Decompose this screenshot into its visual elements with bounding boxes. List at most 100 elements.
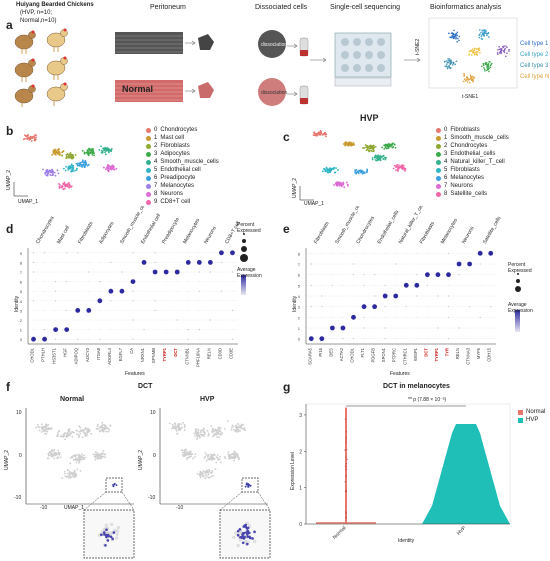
violin-point	[345, 475, 347, 477]
umap-b-point	[104, 168, 107, 171]
feature-point	[80, 430, 83, 433]
feature-point	[64, 438, 67, 441]
feature-point	[206, 469, 208, 472]
dotplot-dot	[219, 250, 224, 256]
dotplot-dot	[477, 250, 483, 256]
dotplot-dot	[427, 253, 428, 254]
tsne-legend-2: Cell type 2	[520, 51, 549, 58]
violin-point	[344, 449, 346, 451]
dotplot-dot	[199, 252, 200, 254]
dotplot-dot	[221, 329, 222, 330]
dotplot-column-label: Chondrocytes	[355, 215, 376, 245]
dotplot-dot	[165, 252, 167, 254]
dotplot-dot	[154, 319, 156, 321]
tsne-point	[463, 78, 466, 81]
tsne-point	[453, 29, 455, 32]
dotplot-dot	[88, 252, 90, 254]
dotplot-dot	[352, 263, 355, 265]
feature-point	[188, 455, 191, 458]
dotplot-gene-label: PDGFB	[371, 348, 376, 363]
zoom-point-high	[246, 542, 249, 546]
feature-point	[56, 435, 58, 438]
dotplot-dot	[121, 338, 123, 340]
dotplot-dot	[416, 338, 418, 339]
legend-b-1: Mast cell	[160, 135, 185, 141]
violin-chart: 0 1 2 3 Normal HVP	[299, 403, 511, 541]
legend-c-1: Smooth_muscle_cells	[450, 135, 509, 141]
tsne-point	[484, 63, 487, 66]
feature-point	[198, 435, 200, 437]
dotplot-dot	[332, 338, 333, 339]
dotplot-gene-label: PTHLH	[41, 348, 46, 362]
umap-c-point	[372, 144, 375, 147]
tsne-point	[472, 79, 474, 82]
dotplot-dot	[44, 281, 45, 282]
tsne-point	[487, 65, 490, 67]
dotplot-normal: Chondrocytes Mast cell Fibroblasts Adipocyt…	[20, 206, 242, 367]
feature-point	[200, 429, 203, 432]
feature-point	[171, 423, 174, 426]
feature-point	[207, 432, 210, 435]
feature-point-high	[249, 484, 252, 487]
dotplot-dot	[130, 279, 136, 284]
feature-point	[83, 454, 85, 457]
dotplot-dot	[143, 329, 145, 331]
dotplot-dot	[416, 327, 418, 329]
violin-point	[345, 489, 347, 491]
umap-b-point	[69, 165, 71, 168]
umap-b-point	[112, 165, 115, 168]
feature-point	[176, 425, 179, 427]
tsne-point	[477, 48, 479, 50]
tsne-point	[474, 53, 476, 56]
zoom-point	[104, 523, 108, 527]
tsne-point	[455, 36, 457, 39]
dotplot-dot	[143, 271, 145, 273]
feat-left-xtick-1: -10	[40, 505, 48, 511]
violin-point	[344, 490, 347, 493]
dotplot-dot	[361, 304, 367, 310]
dotplot-e-legend	[515, 273, 521, 332]
feature-point	[213, 454, 216, 457]
feature-point	[233, 457, 236, 460]
feature-point	[105, 427, 108, 430]
umap-b-point	[30, 140, 33, 142]
feature-point	[81, 458, 84, 461]
zoom-point-high	[104, 533, 108, 537]
feature-point	[204, 477, 207, 480]
dotplot-dot	[427, 327, 428, 329]
legend-b-7: Melanocytes	[160, 183, 195, 189]
dotplot-dot	[469, 327, 470, 329]
umap-c-point	[347, 144, 350, 146]
dotplot-dot	[321, 285, 323, 286]
umap-c-point	[368, 145, 371, 148]
feature-point	[94, 453, 96, 456]
dotplot-dot	[416, 295, 418, 297]
dotplot-dot	[332, 263, 333, 265]
tsne-point	[482, 63, 484, 65]
feature-point	[212, 474, 214, 477]
dotplot-d-legend	[240, 233, 248, 295]
feature-point	[205, 475, 208, 478]
umap-c-point	[377, 154, 380, 157]
feature-point	[57, 456, 59, 458]
umap-b-point	[108, 151, 110, 154]
dotplot-dot	[310, 284, 312, 286]
feature-point	[204, 433, 206, 435]
feature-point	[234, 430, 237, 432]
feature-point	[175, 430, 178, 432]
violin-point	[344, 418, 347, 420]
dotplot-dot	[66, 300, 67, 302]
zoom-point-high	[105, 528, 108, 531]
feature-point	[79, 432, 82, 435]
feature-point	[79, 454, 81, 457]
dotplot-gene-label: CTNNB1	[184, 347, 189, 364]
tsne-point	[506, 52, 508, 55]
feature-point	[186, 458, 188, 461]
umap-b-point	[113, 168, 116, 171]
violin-ytick: 3	[299, 413, 302, 419]
feature-point	[59, 456, 62, 459]
tsne-point	[488, 36, 490, 38]
feature-point	[69, 432, 72, 435]
umap-c-point	[359, 171, 362, 174]
dotplot-dot	[447, 338, 450, 340]
